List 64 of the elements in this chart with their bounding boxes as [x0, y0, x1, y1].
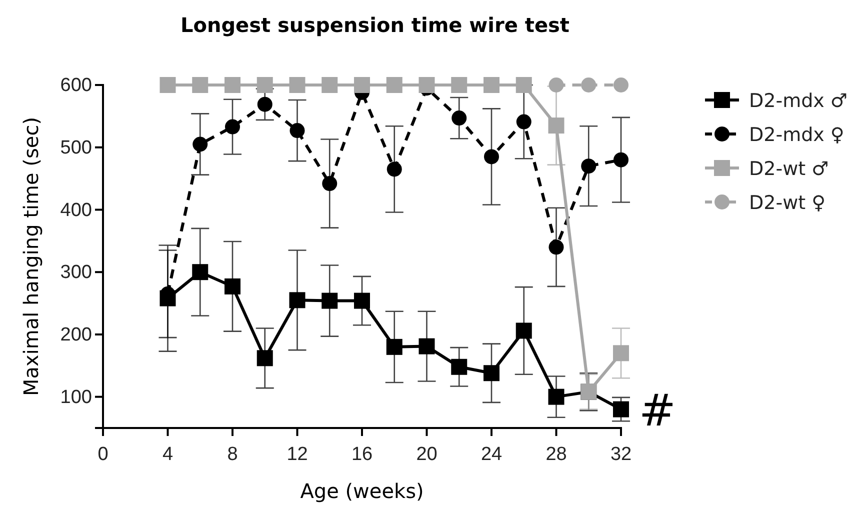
- point: [354, 77, 370, 93]
- point: [289, 77, 306, 93]
- x-tick-label: 20: [416, 444, 438, 465]
- point: [224, 278, 240, 294]
- point: [516, 322, 532, 339]
- point: [290, 123, 305, 138]
- legend-label: D2-mdx ♀: [749, 124, 844, 146]
- x-axis-title: Age (weeks): [300, 479, 424, 503]
- legend-label: D2-mdx ♂: [749, 90, 848, 112]
- x-tick-label: 16: [351, 444, 373, 465]
- x-tick-label: 28: [546, 444, 567, 465]
- point: [548, 118, 564, 134]
- point: [581, 78, 596, 92]
- point: [484, 365, 500, 382]
- point: [548, 240, 564, 255]
- point: [516, 77, 532, 93]
- point: [322, 77, 338, 93]
- point: [322, 292, 338, 309]
- y-tick-label: 400: [60, 200, 92, 221]
- y-tick-label: 100: [60, 386, 92, 408]
- point: [418, 338, 435, 354]
- point: [192, 77, 208, 93]
- point: [322, 176, 338, 192]
- point: [613, 345, 629, 362]
- point: [256, 77, 273, 93]
- y-tick-label: 500: [60, 137, 92, 158]
- point: [386, 338, 402, 355]
- y-tick-label: 200: [60, 324, 92, 346]
- x-tick-label: 8: [227, 444, 238, 465]
- point: [225, 119, 240, 134]
- point: [192, 136, 208, 152]
- point: [256, 350, 273, 366]
- point: [484, 149, 499, 164]
- legend-label: D2-wt ♂: [749, 158, 829, 180]
- y-axis-title: Maximal hanging time (sec): [19, 116, 43, 396]
- point: [386, 162, 402, 177]
- point: [192, 264, 208, 280]
- chart-title: Longest suspension time wire test: [180, 13, 570, 37]
- point: [614, 152, 628, 168]
- legend-label: D2-wt ♀: [749, 192, 826, 214]
- point: [614, 78, 628, 92]
- annotation: #: [639, 385, 676, 436]
- point: [581, 158, 596, 174]
- point: [484, 77, 500, 93]
- point: [548, 388, 564, 405]
- y-tick-label: 600: [60, 75, 92, 96]
- point: [613, 401, 629, 418]
- point: [386, 77, 402, 93]
- point: [257, 96, 272, 112]
- y-tick-label: 300: [60, 262, 92, 284]
- point: [451, 77, 468, 93]
- x-tick-label: 32: [610, 444, 632, 465]
- point: [224, 77, 240, 93]
- point: [452, 110, 467, 126]
- point: [548, 78, 564, 92]
- x-tick-label: 12: [286, 444, 308, 465]
- point: [289, 292, 306, 308]
- point: [451, 358, 468, 375]
- x-tick-label: 24: [480, 444, 502, 465]
- x-tick-label: 0: [98, 444, 108, 465]
- point: [354, 292, 370, 309]
- x-tick-label: 4: [162, 444, 174, 465]
- point: [160, 77, 176, 93]
- point: [516, 114, 532, 130]
